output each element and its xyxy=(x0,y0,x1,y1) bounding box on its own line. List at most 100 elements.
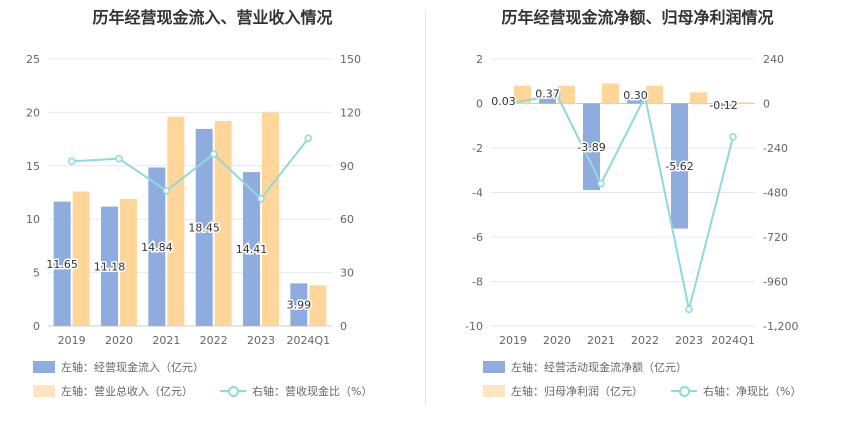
bar-data-label: 3.99 xyxy=(287,299,312,312)
ratio-point xyxy=(509,99,517,107)
left-tick-label: 20 xyxy=(26,106,40,119)
left-chart-panel: 历年经营现金流入、营业收入情况 0 5 10 15 20 25 0 30 60 90 120 150 2… xyxy=(26,8,372,399)
ratio-point xyxy=(685,305,693,314)
ratio-line xyxy=(512,93,734,310)
legend-label: 左轴：归母净利润（亿元） xyxy=(511,385,643,398)
bar-series2 xyxy=(558,85,575,104)
left-chart: 0 5 10 15 20 25 0 30 60 90 120 150 2019 2020 2021 2022 2… xyxy=(26,53,361,347)
right-tick-label: 90 xyxy=(340,160,354,173)
x-tick-label: 2022 xyxy=(631,334,659,347)
bar-series2 xyxy=(167,116,185,326)
ratio-point xyxy=(115,154,123,163)
x-tick-label: 2021 xyxy=(587,334,615,347)
bar-series1 xyxy=(715,103,732,107)
legend-item[interactable]: 左轴：经营现金流入（亿元） xyxy=(33,359,204,375)
right-tick-label: -720 xyxy=(763,231,788,244)
legend-label: 右轴：净现比（%） xyxy=(703,385,802,398)
legend-swatch xyxy=(33,385,55,397)
left-tick-label: -8 xyxy=(472,276,483,289)
chart-title: 历年经营现金流入、营业收入情况 xyxy=(92,8,333,27)
legend-label: 左轴：经营现金流入（亿元） xyxy=(61,361,204,374)
ratio-point xyxy=(209,150,218,158)
bar-series2 xyxy=(602,83,619,104)
legend-label: 左轴：经营活动现金流净额（亿元） xyxy=(511,361,687,374)
bar-series1 xyxy=(243,172,260,326)
divider xyxy=(425,10,426,405)
bar-series1 xyxy=(495,102,512,104)
ratio-point xyxy=(257,194,265,203)
x-tick-label: 2023 xyxy=(675,334,703,347)
legend-item[interactable]: 右轴：净现比（%） xyxy=(671,383,801,399)
right-tick-label: 0 xyxy=(340,320,347,333)
bar-series1 xyxy=(627,96,644,104)
legend-item[interactable]: 右轴：营收现金比（%） xyxy=(220,383,372,399)
x-tick-label: 2022 xyxy=(200,334,228,347)
bar-data-label: -3.89 xyxy=(577,141,605,154)
legend-label: 右轴：营收现金比（%） xyxy=(252,385,373,398)
bar-data-label: -5.62 xyxy=(665,160,693,173)
bar-data-label: 0.03 xyxy=(491,95,516,108)
left-tick-label: -2 xyxy=(472,142,483,155)
legend-label: 左轴：营业总收入（亿元） xyxy=(61,385,193,398)
bar-data-label: 11.18 xyxy=(94,260,126,273)
left-tick-label: 0 xyxy=(33,320,40,333)
bar-series2 xyxy=(734,102,751,104)
bar-series1 xyxy=(195,128,213,326)
ratio-line xyxy=(71,137,310,201)
ratio-point xyxy=(304,134,313,142)
ratio-point xyxy=(162,186,171,195)
x-tick-label: 2024Q1 xyxy=(711,334,755,347)
right-tick-label: -480 xyxy=(763,187,788,200)
bar-series2 xyxy=(646,85,663,104)
bar-series1 xyxy=(290,283,308,326)
legend-item[interactable]: 左轴：归母净利润（亿元） xyxy=(483,383,643,399)
ratio-point xyxy=(597,179,605,188)
legend-item[interactable]: 左轴：营业总收入（亿元） xyxy=(33,383,193,399)
bar-series1 xyxy=(53,201,71,326)
bar-series1 xyxy=(539,95,556,104)
legend-line-swatch xyxy=(671,385,697,397)
ratio-point xyxy=(553,91,561,99)
bar-data-label: 18.45 xyxy=(188,221,220,234)
bar-data-label: 14.84 xyxy=(141,241,173,254)
left-tick-label: -6 xyxy=(472,231,483,244)
chart-title: 历年经营现金流净额、归母净利润情况 xyxy=(501,8,774,27)
left-tick-label: -10 xyxy=(465,320,483,333)
bar-series2 xyxy=(262,112,279,327)
right-tick-label: 30 xyxy=(340,267,354,280)
legend-swatch xyxy=(33,361,55,373)
left-tick-label: 0 xyxy=(476,98,483,111)
bar-series2 xyxy=(514,85,531,104)
right-tick-label: -1,200 xyxy=(763,320,798,333)
left-tick-label: 15 xyxy=(26,160,40,173)
right-tick-label: 60 xyxy=(340,213,354,226)
left-tick-label: 5 xyxy=(33,267,40,280)
right-tick-label: 0 xyxy=(763,98,770,111)
legend-swatch xyxy=(483,385,505,397)
bar-series2 xyxy=(309,285,327,326)
right-tick-label: 240 xyxy=(763,53,784,66)
left-tick-label: 2 xyxy=(476,53,483,66)
bar-series2 xyxy=(72,191,90,326)
bar-series1 xyxy=(101,206,118,326)
bar-series2 xyxy=(214,120,232,326)
right-chart: -10 -8 -6 -4 -2 0 2 -1,200 -960 -720 -480 -240 0 240 2… xyxy=(465,53,798,347)
bar-data-label: -0.12 xyxy=(709,99,737,112)
bar-data-label: 0.30 xyxy=(623,89,648,102)
legend-line-swatch xyxy=(220,385,246,397)
bar-series1 xyxy=(671,103,688,229)
left-tick-label: 10 xyxy=(26,213,40,226)
right-tick-label: 120 xyxy=(340,106,361,119)
legend-item[interactable]: 左轴：经营活动现金流净额（亿元） xyxy=(483,359,687,375)
ratio-point xyxy=(729,133,737,141)
bar-data-label: 11.65 xyxy=(46,258,78,271)
ratio-point xyxy=(641,92,649,101)
x-tick-label: 2024Q1 xyxy=(287,334,331,347)
bar-data-label: 0.37 xyxy=(535,87,560,100)
x-tick-label: 2023 xyxy=(247,334,275,347)
x-tick-label: 2020 xyxy=(105,334,133,347)
right-chart-panel: 历年经营现金流净额、归母净利润情况 -10 -8 -6 -4 -2 0 2 -1,200 -96… xyxy=(425,0,850,437)
bar-data-label: 14.41 xyxy=(236,243,268,256)
left-tick-label: 25 xyxy=(26,53,40,66)
right-tick-label: -240 xyxy=(763,142,788,155)
